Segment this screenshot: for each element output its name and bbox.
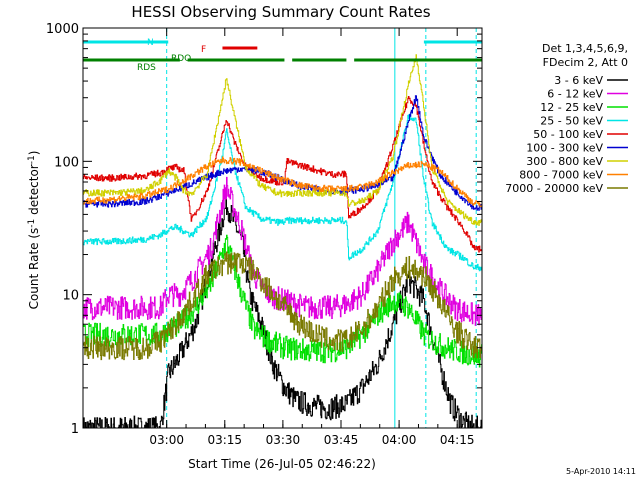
legend-label: 100 - 300 keV bbox=[526, 142, 603, 155]
legend: Det 1,3,4,5,6,9, FDecim 2, Att 0 3 - 6 k… bbox=[505, 42, 628, 195]
flag-label-rds: RDS bbox=[137, 63, 156, 73]
x-tick-label: 04:00 bbox=[382, 433, 417, 447]
legend-label: 300 - 800 keV bbox=[526, 155, 603, 168]
legend-label: 6 - 12 keV bbox=[547, 88, 603, 101]
y-tick-label: 10 bbox=[62, 289, 79, 304]
flag-label-f: F bbox=[201, 45, 206, 55]
series-line-9 bbox=[83, 251, 482, 361]
y-axis-label: Count Rate (s-1 detector-1) bbox=[27, 151, 41, 310]
timestamp: 5-Apr-2010 14:11 bbox=[566, 467, 636, 476]
chart-title: HESSI Observing Summary Count Rates bbox=[131, 3, 430, 21]
series-line-8 bbox=[83, 156, 483, 208]
legend-label: 50 - 100 keV bbox=[533, 128, 603, 141]
legend-header-line-2: FDecim 2, Att 0 bbox=[543, 56, 628, 69]
x-tick-label: 03:30 bbox=[266, 433, 301, 447]
series-layer bbox=[83, 28, 483, 429]
legend-label: 7000 - 20000 keV bbox=[505, 182, 603, 195]
series-line-5 bbox=[83, 96, 483, 253]
series-line-2 bbox=[83, 176, 483, 326]
y-tick-label: 1 bbox=[71, 422, 79, 437]
series-line-1 bbox=[83, 193, 483, 429]
x-axis-label: Start Time (26-Jul-05 02:46:22) bbox=[188, 457, 376, 471]
flag-label-n: N bbox=[147, 38, 154, 48]
series-line-3 bbox=[83, 234, 483, 368]
flag-label-rdo: RDO bbox=[171, 54, 191, 64]
axis-layer: 03:00 03:15 03:30 03:45 04:00 04:15 1 10 100 1000 bbox=[46, 22, 482, 447]
x-tick-label: 03:15 bbox=[207, 433, 242, 447]
legend-label: 800 - 7000 keV bbox=[519, 169, 603, 182]
series-line-4 bbox=[83, 113, 483, 272]
flag-layer: N F RDO RDS bbox=[83, 38, 482, 73]
legend-label: 25 - 50 keV bbox=[540, 115, 603, 128]
plot-frame bbox=[82, 27, 483, 429]
x-tick-label: 03:00 bbox=[149, 433, 184, 447]
x-tick-label: 03:45 bbox=[324, 433, 359, 447]
legend-label: 12 - 25 keV bbox=[540, 101, 603, 114]
legend-label: 3 - 6 keV bbox=[554, 74, 603, 87]
y-tick-label: 100 bbox=[54, 155, 79, 170]
legend-header-line-1: Det 1,3,4,5,6,9, bbox=[542, 42, 628, 55]
x-tick-label: 04:15 bbox=[440, 433, 475, 447]
y-tick-label: 1000 bbox=[46, 22, 79, 37]
